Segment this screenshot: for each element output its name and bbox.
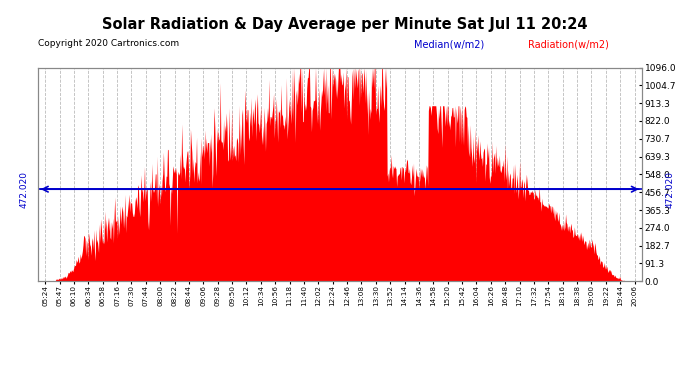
- Text: Radiation(w/m2): Radiation(w/m2): [528, 39, 609, 50]
- Text: Solar Radiation & Day Average per Minute Sat Jul 11 20:24: Solar Radiation & Day Average per Minute…: [102, 17, 588, 32]
- Text: Copyright 2020 Cartronics.com: Copyright 2020 Cartronics.com: [38, 39, 179, 48]
- Text: 472.020: 472.020: [20, 171, 29, 208]
- Text: Median(w/m2): Median(w/m2): [414, 39, 484, 50]
- Text: 472.020: 472.020: [666, 171, 675, 208]
